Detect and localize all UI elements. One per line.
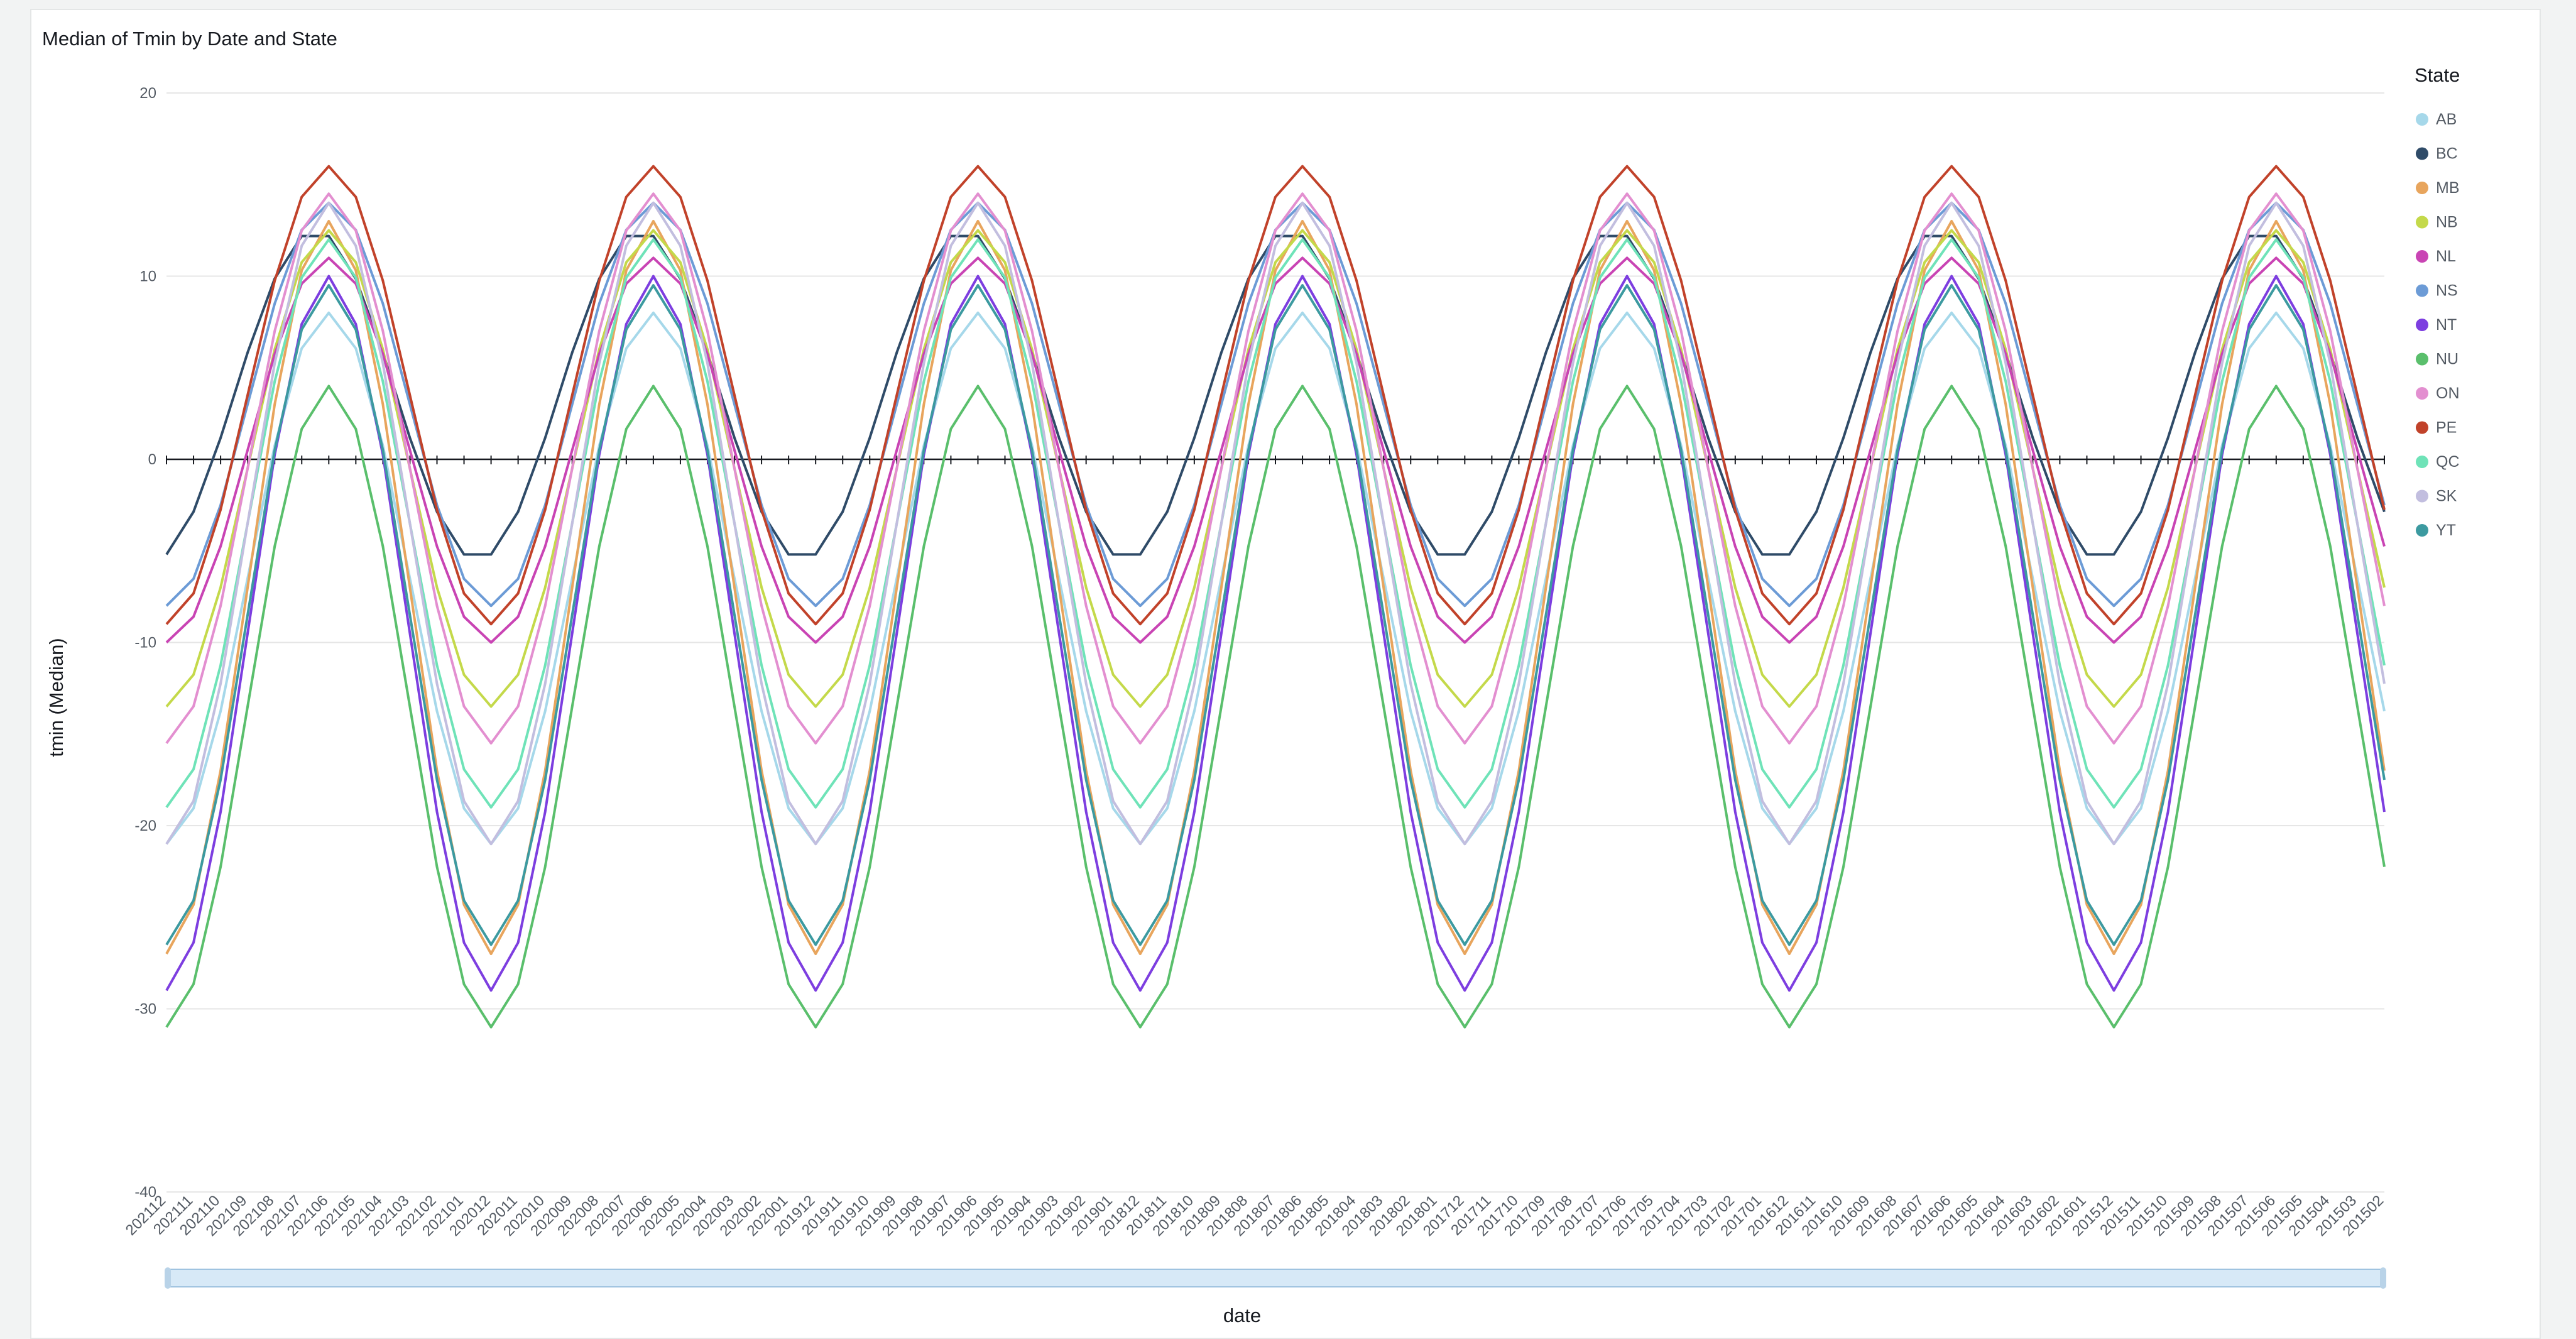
legend-swatch: [2416, 489, 2428, 503]
legend-swatch: [2416, 524, 2428, 537]
legend-item-nl[interactable]: NL: [2416, 248, 2456, 265]
y-tick-label: 0: [148, 451, 156, 468]
legend-label: YT: [2436, 522, 2456, 539]
legend-swatch: [2416, 182, 2428, 194]
series-line-pe: [165, 165, 2386, 626]
legend-item-mb[interactable]: MB: [2416, 179, 2460, 197]
legend-item-sk[interactable]: SK: [2416, 488, 2457, 505]
legend-swatch: [2416, 284, 2428, 297]
series-lines: [165, 165, 2386, 1029]
date-range-scrollbar[interactable]: [165, 1267, 2386, 1289]
legend-swatch: [2416, 319, 2428, 331]
legend-swatch: [2416, 216, 2428, 229]
legend-swatch: [2416, 421, 2428, 434]
legend-swatch: [2416, 113, 2428, 126]
legend-label: NB: [2436, 214, 2458, 231]
legend-item-nt[interactable]: NT: [2416, 316, 2457, 334]
legend-label: BC: [2436, 145, 2458, 163]
series-line-nu: [165, 385, 2386, 1029]
x-axis-label: date: [1223, 1304, 1261, 1326]
series-line-ab: [165, 311, 2386, 846]
legend-label: QC: [2436, 453, 2460, 471]
series-line-nt: [165, 275, 2386, 992]
legend-item-yt[interactable]: YT: [2416, 522, 2456, 539]
legend-item-on[interactable]: ON: [2416, 385, 2460, 402]
y-tick-label: 10: [139, 268, 156, 285]
y-tick-label: -10: [134, 635, 156, 652]
y-axis-label: tmin (Median): [45, 638, 67, 757]
series-line-yt: [165, 284, 2386, 946]
legend-label: PE: [2436, 419, 2457, 437]
x-axis-line: [166, 456, 2385, 464]
y-tick-label: -30: [134, 1001, 156, 1018]
scrollbar-handle-left[interactable]: [165, 1267, 171, 1289]
legend-label: AB: [2436, 111, 2457, 128]
legend-label: SK: [2436, 488, 2457, 505]
chart-title: Median of Tmin by Date and State: [42, 28, 337, 50]
legend-item-qc[interactable]: QC: [2416, 453, 2460, 471]
y-tick-label: 20: [139, 85, 156, 102]
series-line-qc: [165, 238, 2386, 809]
series-line-nl: [165, 256, 2386, 644]
legend-item-pe[interactable]: PE: [2416, 419, 2457, 437]
legend-swatch: [2416, 250, 2428, 263]
legend-swatch: [2416, 387, 2428, 400]
legend-item-ns[interactable]: NS: [2416, 282, 2458, 300]
legend-label: NS: [2436, 282, 2458, 300]
legend-swatch: [2416, 353, 2428, 366]
legend-item-nb[interactable]: NB: [2416, 214, 2458, 231]
legend-swatch: [2416, 147, 2428, 160]
x-axis-ticks: 2021122021112021102021092021082021072021…: [123, 1192, 2387, 1240]
y-tick-label: -40: [134, 1184, 156, 1201]
scrollbar-handle-right[interactable]: [2380, 1267, 2386, 1289]
legend-label: ON: [2436, 385, 2460, 402]
legend-item-ab[interactable]: AB: [2416, 111, 2457, 128]
y-tick-label: -20: [134, 817, 156, 834]
y-axis-ticks: 20 10 0 -10 -20 -30 -40: [134, 85, 156, 1201]
legend-label: MB: [2436, 179, 2460, 197]
legend-label: NU: [2436, 351, 2459, 368]
legend-swatch: [2416, 456, 2428, 468]
legend-item-bc[interactable]: BC: [2416, 145, 2458, 163]
series-line-sk: [165, 201, 2386, 846]
legend-item-nu[interactable]: NU: [2416, 351, 2459, 368]
legend-title: State: [2415, 64, 2460, 86]
series-line-on: [165, 192, 2386, 745]
legend-label: NT: [2436, 316, 2457, 334]
legend[interactable]: AB BC MB NB NL NS NT NU ON PE QC SK YT: [2416, 111, 2460, 539]
legend-label: NL: [2436, 248, 2456, 265]
